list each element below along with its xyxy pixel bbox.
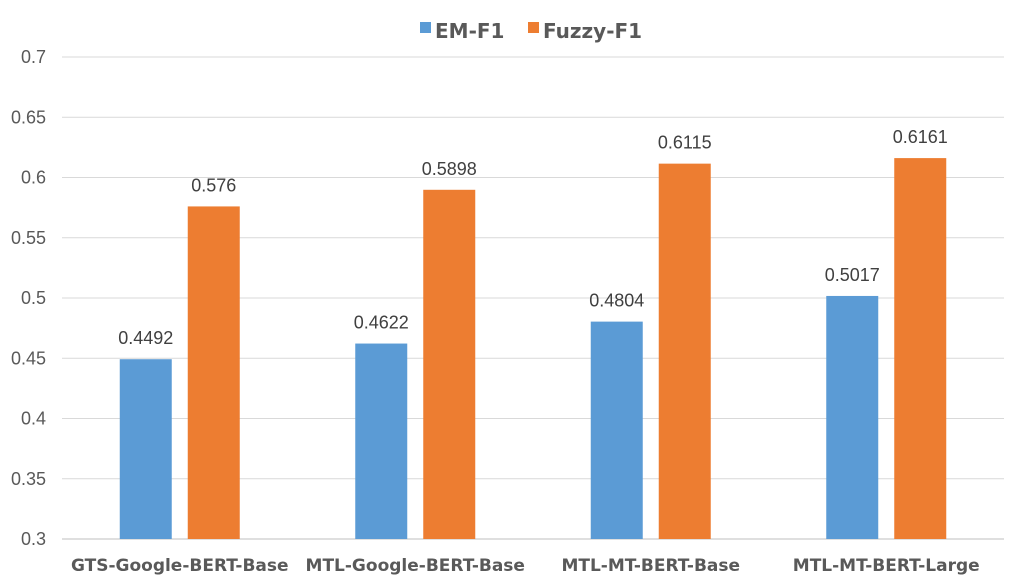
bar-em-f1 <box>355 343 408 539</box>
y-axis-ticks: 0.3 0.35 0.4 0.45 0.5 0.55 0.6 0.65 0.7 <box>11 47 46 549</box>
bar-fuzzy-f1 <box>423 189 476 539</box>
data-label: 0.4492 <box>118 328 173 348</box>
y-tick-label: 0.3 <box>21 529 46 549</box>
bar-fuzzy-f1 <box>187 206 240 540</box>
legend-label: EM-F1 <box>435 19 504 43</box>
y-tick-label: 0.45 <box>11 348 46 368</box>
bars <box>119 158 947 540</box>
bar-fuzzy-f1 <box>658 163 711 539</box>
data-label: 0.4804 <box>589 291 644 311</box>
data-label: 0.5898 <box>422 159 477 179</box>
bar-em-f1 <box>119 359 172 539</box>
x-category-label: MTL-MT-BERT-Base <box>561 556 740 576</box>
x-axis-categories: GTS-Google-BERT-Base MTL-Google-BERT-Base… <box>71 556 980 576</box>
x-category-label: MTL-Google-BERT-Base <box>306 556 525 576</box>
legend-label: Fuzzy-F1 <box>543 19 642 43</box>
y-tick-label: 0.35 <box>11 469 46 489</box>
data-label: 0.4622 <box>354 313 409 333</box>
y-tick-label: 0.4 <box>21 409 46 429</box>
y-tick-label: 0.65 <box>11 107 46 127</box>
data-label: 0.6161 <box>893 127 948 147</box>
bar-em-f1 <box>590 321 643 539</box>
bar-fuzzy-f1 <box>894 158 947 540</box>
data-label: 0.6115 <box>658 133 712 153</box>
y-tick-label: 0.6 <box>21 168 46 188</box>
x-category-label: MTL-MT-BERT-Large <box>793 556 980 576</box>
bar-em-f1 <box>826 295 879 539</box>
legend-swatch <box>420 22 431 33</box>
y-tick-label: 0.7 <box>21 47 46 67</box>
data-labels: 0.4492 0.576 0.4622 0.5898 0.4804 0.6115 0.501… <box>118 127 948 348</box>
data-label: 0.5017 <box>825 265 880 285</box>
y-tick-label: 0.5 <box>21 288 46 308</box>
legend: EM-F1 Fuzzy-F1 <box>420 19 642 43</box>
x-category-label: GTS-Google-BERT-Base <box>71 556 289 576</box>
legend-swatch <box>528 22 539 33</box>
y-tick-label: 0.55 <box>11 228 46 248</box>
data-label: 0.576 <box>191 175 236 195</box>
